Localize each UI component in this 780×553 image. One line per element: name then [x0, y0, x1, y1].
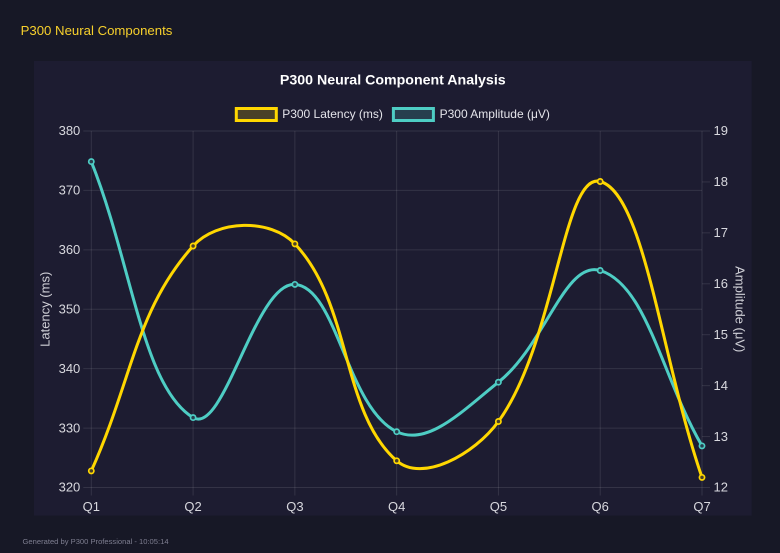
svg-text:18: 18 — [714, 174, 728, 189]
svg-text:330: 330 — [59, 420, 81, 435]
svg-text:14: 14 — [714, 378, 728, 393]
svg-text:17: 17 — [714, 225, 728, 240]
svg-text:P300 Neural Component Analysis: P300 Neural Component Analysis — [280, 73, 506, 89]
svg-text:380: 380 — [59, 123, 81, 138]
svg-text:P300 Latency (ms): P300 Latency (ms) — [282, 107, 383, 121]
svg-text:Q3: Q3 — [286, 499, 303, 514]
svg-text:370: 370 — [59, 183, 81, 198]
svg-text:Q7: Q7 — [693, 499, 710, 514]
svg-text:Q1: Q1 — [83, 499, 100, 514]
svg-text:Q5: Q5 — [490, 499, 507, 514]
svg-text:350: 350 — [59, 301, 81, 316]
svg-text:15: 15 — [714, 327, 728, 342]
svg-text:320: 320 — [59, 480, 81, 495]
svg-text:Q2: Q2 — [184, 499, 201, 514]
svg-text:P300 Amplitude (μV): P300 Amplitude (μV) — [440, 107, 550, 121]
svg-text:Generated by P300 Professional: Generated by P300 Professional - 10:05:1… — [23, 537, 169, 546]
svg-text:P300 Neural Components: P300 Neural Components — [21, 23, 173, 38]
svg-text:16: 16 — [714, 276, 728, 291]
svg-text:19: 19 — [714, 123, 728, 138]
svg-text:12: 12 — [714, 480, 728, 495]
svg-text:Amplitude (μV): Amplitude (μV) — [733, 266, 748, 352]
svg-text:13: 13 — [714, 429, 728, 444]
svg-text:Latency (ms): Latency (ms) — [38, 272, 53, 347]
svg-text:340: 340 — [59, 361, 81, 376]
svg-text:360: 360 — [59, 242, 81, 257]
svg-text:Q6: Q6 — [592, 499, 609, 514]
svg-text:Q4: Q4 — [388, 499, 405, 514]
